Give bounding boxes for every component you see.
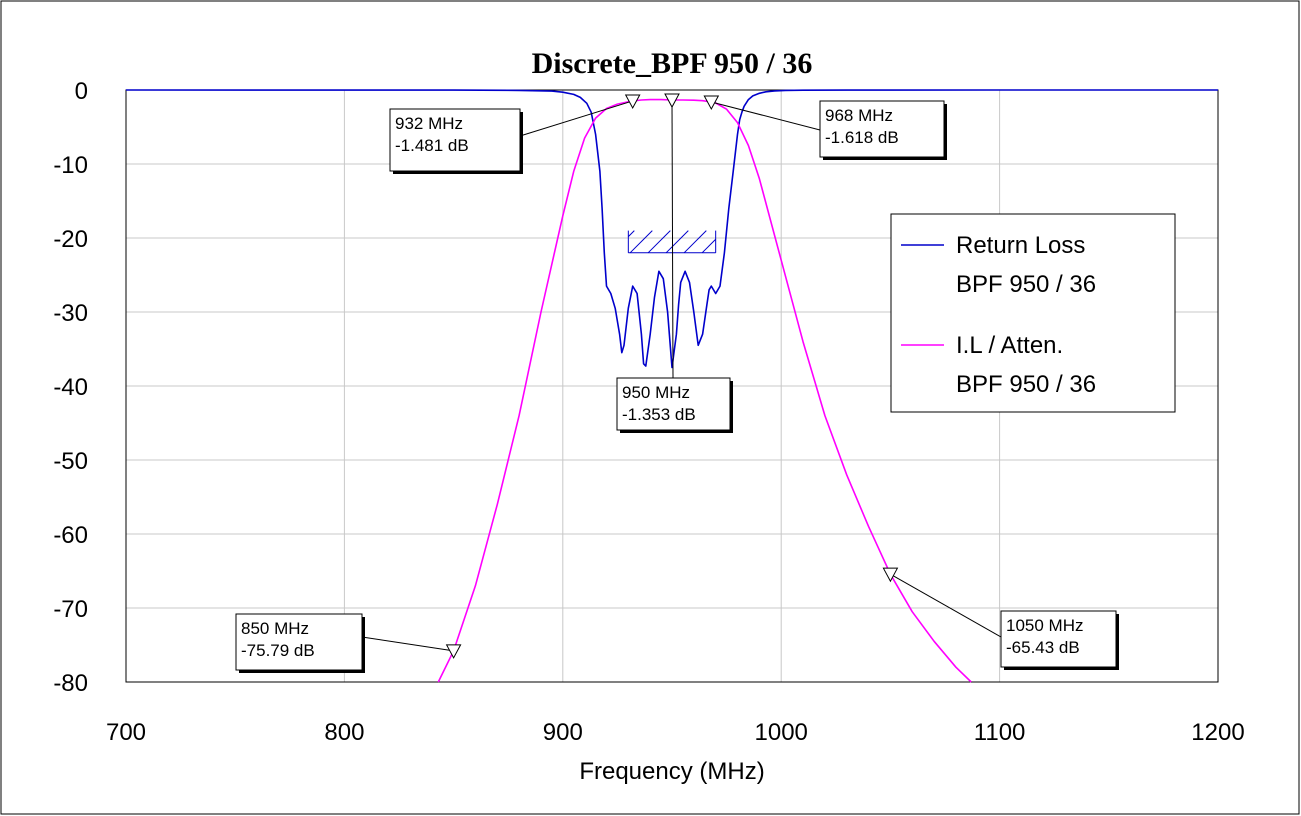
mask-hatch: [647, 230, 671, 254]
mask-hatch: [683, 230, 707, 254]
series-layer: [125, 89, 1218, 683]
legend-box: [890, 213, 1176, 413]
marker-triangle: [703, 95, 720, 111]
marker-value: -1.618 dB: [825, 128, 899, 147]
marker-frequency: 950 MHz: [622, 383, 690, 402]
marker-leader-line: [890, 573, 1002, 638]
y-tick-label: -80: [53, 670, 88, 697]
mask-layer: [627, 230, 717, 254]
x-tick-label: 1200: [1191, 719, 1244, 746]
mask-hatch: [701, 238, 717, 254]
x-axis-ticks: 700 800 900 1000 1100 1200: [106, 719, 1245, 746]
marker-box: [616, 377, 731, 431]
marker-frequency: 968 MHz: [825, 106, 893, 125]
marker-frequency: 850 MHz: [241, 619, 309, 638]
marker-box: [819, 100, 945, 158]
mask-hatch: [665, 230, 689, 254]
marker-triangle: [445, 644, 462, 659]
marker-leader-line: [361, 636, 454, 652]
legend-il-atten-line1: I.L / Atten.: [956, 332, 1063, 359]
mask-hatch: [627, 230, 635, 237]
marker-box: [235, 613, 363, 671]
y-tick-label: -40: [53, 374, 88, 401]
marker-value: -65.43 dB: [1006, 638, 1080, 657]
y-tick-label: -20: [53, 226, 88, 253]
marker-triangle: [624, 94, 641, 110]
x-tick-label: 700: [106, 719, 146, 746]
x-tick-label: 800: [324, 719, 364, 746]
marker-box: [1000, 610, 1117, 668]
marker-leader-line: [671, 100, 674, 379]
marker-triangle: [664, 93, 680, 109]
mask-hatch: [629, 230, 653, 254]
il-atten-line: [437, 98, 972, 683]
legend-return-loss-line2: BPF 950 / 36: [956, 271, 1096, 298]
marker-value: -1.481 dB: [395, 136, 469, 155]
marker-box: [389, 108, 521, 172]
chart-title: Discrete_BPF 950 / 36: [532, 47, 813, 80]
y-tick-label: -70: [53, 596, 88, 623]
x-tick-label: 1000: [755, 719, 808, 746]
return-loss-line: [125, 89, 1218, 369]
y-tick-label: -50: [53, 448, 88, 475]
x-tick-label: 900: [543, 719, 583, 746]
plot-area: [125, 89, 1219, 683]
marker-value: -1.353 dB: [622, 405, 696, 424]
x-axis-label: Frequency (MHz): [579, 758, 764, 785]
marker-triangle: [882, 567, 899, 583]
marker-value: -75.79 dB: [241, 641, 315, 660]
y-axis-ticks: 0 -10 -20 -30 -40 -50 -60 -70 -80: [53, 78, 88, 697]
markers-layer: 932 MHz -1.481 dB 950 MHz -1.353 dB 968 MH…: [235, 93, 1119, 673]
y-tick-label: -10: [53, 152, 88, 179]
y-tick-label: -30: [53, 300, 88, 327]
x-tick-label: 1100: [974, 719, 1026, 746]
y-tick-label: -60: [53, 522, 88, 549]
y-tick-label: 0: [75, 78, 88, 105]
marker-leader-line: [519, 100, 633, 137]
marker-frequency: 1050 MHz: [1006, 616, 1083, 635]
legend: Return Loss BPF 950 / 36 I.L / Atten. BP…: [890, 213, 1176, 413]
legend-return-loss-line1: Return Loss: [956, 232, 1085, 259]
marker-leader-line: [711, 101, 821, 131]
legend-il-atten-line2: BPF 950 / 36: [956, 371, 1096, 398]
marker-frequency: 932 MHz: [395, 114, 463, 133]
